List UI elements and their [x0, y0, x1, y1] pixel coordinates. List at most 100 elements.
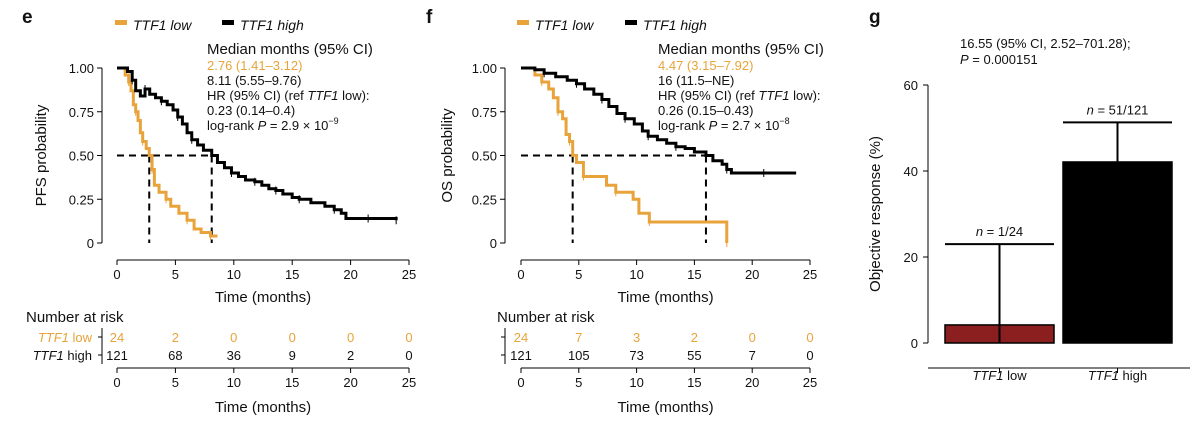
x-tick-label: 10 — [629, 267, 643, 282]
bar-panel-g: g 16.55 (95% CI, 2.52–701.28);P = 0.00015… — [867, 7, 1190, 383]
y-tick-label: 0.75 — [472, 105, 497, 120]
median-header: Median months (95% CI) — [658, 41, 824, 58]
legend-swatch-low — [115, 20, 127, 25]
x-tick-label: 20 — [745, 267, 759, 282]
y-axis-title: PFS probability — [33, 104, 50, 206]
km-curve-low — [117, 66, 218, 238]
logrank-p-value: log-rank P = 2.9 × 10−9 — [207, 116, 339, 133]
risk-count: 7 — [575, 330, 582, 345]
y-axis-title: OS probability — [439, 108, 456, 203]
y-tick-label: 1.00 — [69, 61, 94, 76]
km-curve-low — [521, 66, 729, 243]
bar-y-tick-label: 40 — [904, 164, 918, 179]
y-tick-label: 0.25 — [69, 192, 94, 207]
x-tick-label: 10 — [227, 267, 241, 282]
median-low-value: 4.47 (3.15–7.92) — [658, 58, 753, 73]
risk-x-tick-label: 5 — [172, 375, 179, 390]
x-tick-label: 5 — [575, 267, 582, 282]
x-tick-label: 20 — [343, 267, 357, 282]
risk-table-header: Number at risk — [497, 309, 595, 326]
panel-letter-g: g — [869, 7, 881, 28]
risk-count: 55 — [687, 348, 701, 363]
risk-x-tick-label: 10 — [629, 375, 643, 390]
risk-x-tick-label: 20 — [343, 375, 357, 390]
risk-count: 68 — [168, 348, 182, 363]
median-high-value: 8.11 (5.55–9.76) — [207, 73, 301, 88]
risk-x-tick-label: 20 — [745, 375, 759, 390]
bar-n-label: n = 1/24 — [976, 224, 1023, 239]
risk-count: 7 — [749, 348, 756, 363]
x-tick-label: 15 — [285, 267, 299, 282]
legend-label-high: TTF1 high — [240, 17, 304, 33]
risk-table-header: Number at risk — [26, 309, 124, 326]
panel-letter-f: f — [426, 7, 433, 28]
y-tick-label: 0 — [490, 236, 497, 251]
risk-x-tick-label: 5 — [575, 375, 582, 390]
legend-swatch-high — [625, 20, 637, 25]
legend-label-high: TTF1 high — [643, 17, 707, 33]
median-header: Median months (95% CI) — [207, 41, 373, 58]
risk-count: 9 — [289, 348, 296, 363]
legend-swatch-low — [517, 20, 529, 25]
hazard-ratio-value: 0.23 (0.14–0.4) — [207, 103, 295, 118]
risk-count: 0 — [289, 330, 296, 345]
km-curve-high — [117, 66, 398, 221]
x-axis-title: Time (months) — [617, 289, 713, 306]
risk-x-tick-label: 10 — [227, 375, 241, 390]
risk-x-tick-label: 15 — [285, 375, 299, 390]
x-tick-label: 25 — [803, 267, 817, 282]
risk-count: 0 — [405, 348, 412, 363]
risk-count: 36 — [227, 348, 241, 363]
y-tick-label: 0.50 — [472, 149, 497, 164]
risk-count: 105 — [568, 348, 590, 363]
risk-x-tick-label: 15 — [687, 375, 701, 390]
x-axis-title: Time (months) — [215, 289, 311, 306]
legend-label-low: TTF1 low — [535, 17, 594, 33]
panel-letter-e: e — [22, 7, 33, 28]
x-tick-label: 15 — [687, 267, 701, 282]
risk-count: 24 — [110, 330, 124, 345]
median-high-value: 16 (11.5–NE) — [658, 73, 734, 88]
bar-y-axis-title: Objective response (%) — [867, 136, 884, 292]
bar-y-tick-label: 20 — [904, 250, 918, 265]
risk-row-label-high: TTF1 high — [33, 348, 92, 363]
km-panel-e: e TTF1 low TTF1 high 0 0.25 0.50 0.75 1.00 0 5 10 1… — [22, 7, 416, 416]
legend-swatch-high — [222, 20, 234, 25]
bar-category-label: TTF1 low — [972, 368, 1027, 383]
risk-count: 0 — [230, 330, 237, 345]
hazard-ratio-label: HR (95% CI) (ref TTF1 low): — [658, 88, 821, 103]
y-tick-label: 0.75 — [69, 105, 94, 120]
hazard-ratio-value: 0.26 (0.15–0.43) — [658, 103, 753, 118]
y-tick-label: 0.25 — [472, 192, 497, 207]
risk-count: 2 — [691, 330, 698, 345]
odds-ratio-annotation: 16.55 (95% CI, 2.52–701.28); — [960, 36, 1131, 51]
risk-x-axis-title: Time (months) — [215, 399, 311, 416]
risk-count: 2 — [172, 330, 179, 345]
risk-count: 0 — [749, 330, 756, 345]
risk-count: 0 — [806, 348, 813, 363]
bar-y-tick-label: 0 — [911, 336, 918, 351]
x-tick-label: 0 — [517, 267, 524, 282]
y-tick-label: 1.00 — [472, 61, 497, 76]
km-panel-f: f TTF1 low TTF1 high 0 0.25 0.50 0.75 1.00 0 5 10 1… — [426, 7, 824, 416]
risk-count: 121 — [106, 348, 128, 363]
y-tick-label: 0.50 — [69, 149, 94, 164]
risk-x-tick-label: 25 — [803, 375, 817, 390]
bar-category-label: TTF1 high — [1088, 368, 1147, 383]
y-tick-label: 0 — [87, 236, 94, 251]
km-curve-high — [521, 66, 797, 175]
risk-x-axis-title: Time (months) — [617, 399, 713, 416]
bar-n-label: n = 51/121 — [1087, 102, 1149, 117]
risk-x-tick-label: 0 — [517, 375, 524, 390]
x-tick-label: 0 — [113, 267, 120, 282]
legend-label-low: TTF1 low — [133, 17, 192, 33]
risk-count: 0 — [405, 330, 412, 345]
risk-count: 0 — [347, 330, 354, 345]
risk-count: 3 — [633, 330, 640, 345]
x-tick-label: 25 — [402, 267, 416, 282]
x-tick-label: 5 — [172, 267, 179, 282]
median-low-value: 2.76 (1.41–3.12) — [207, 58, 302, 73]
risk-x-tick-label: 0 — [113, 375, 120, 390]
